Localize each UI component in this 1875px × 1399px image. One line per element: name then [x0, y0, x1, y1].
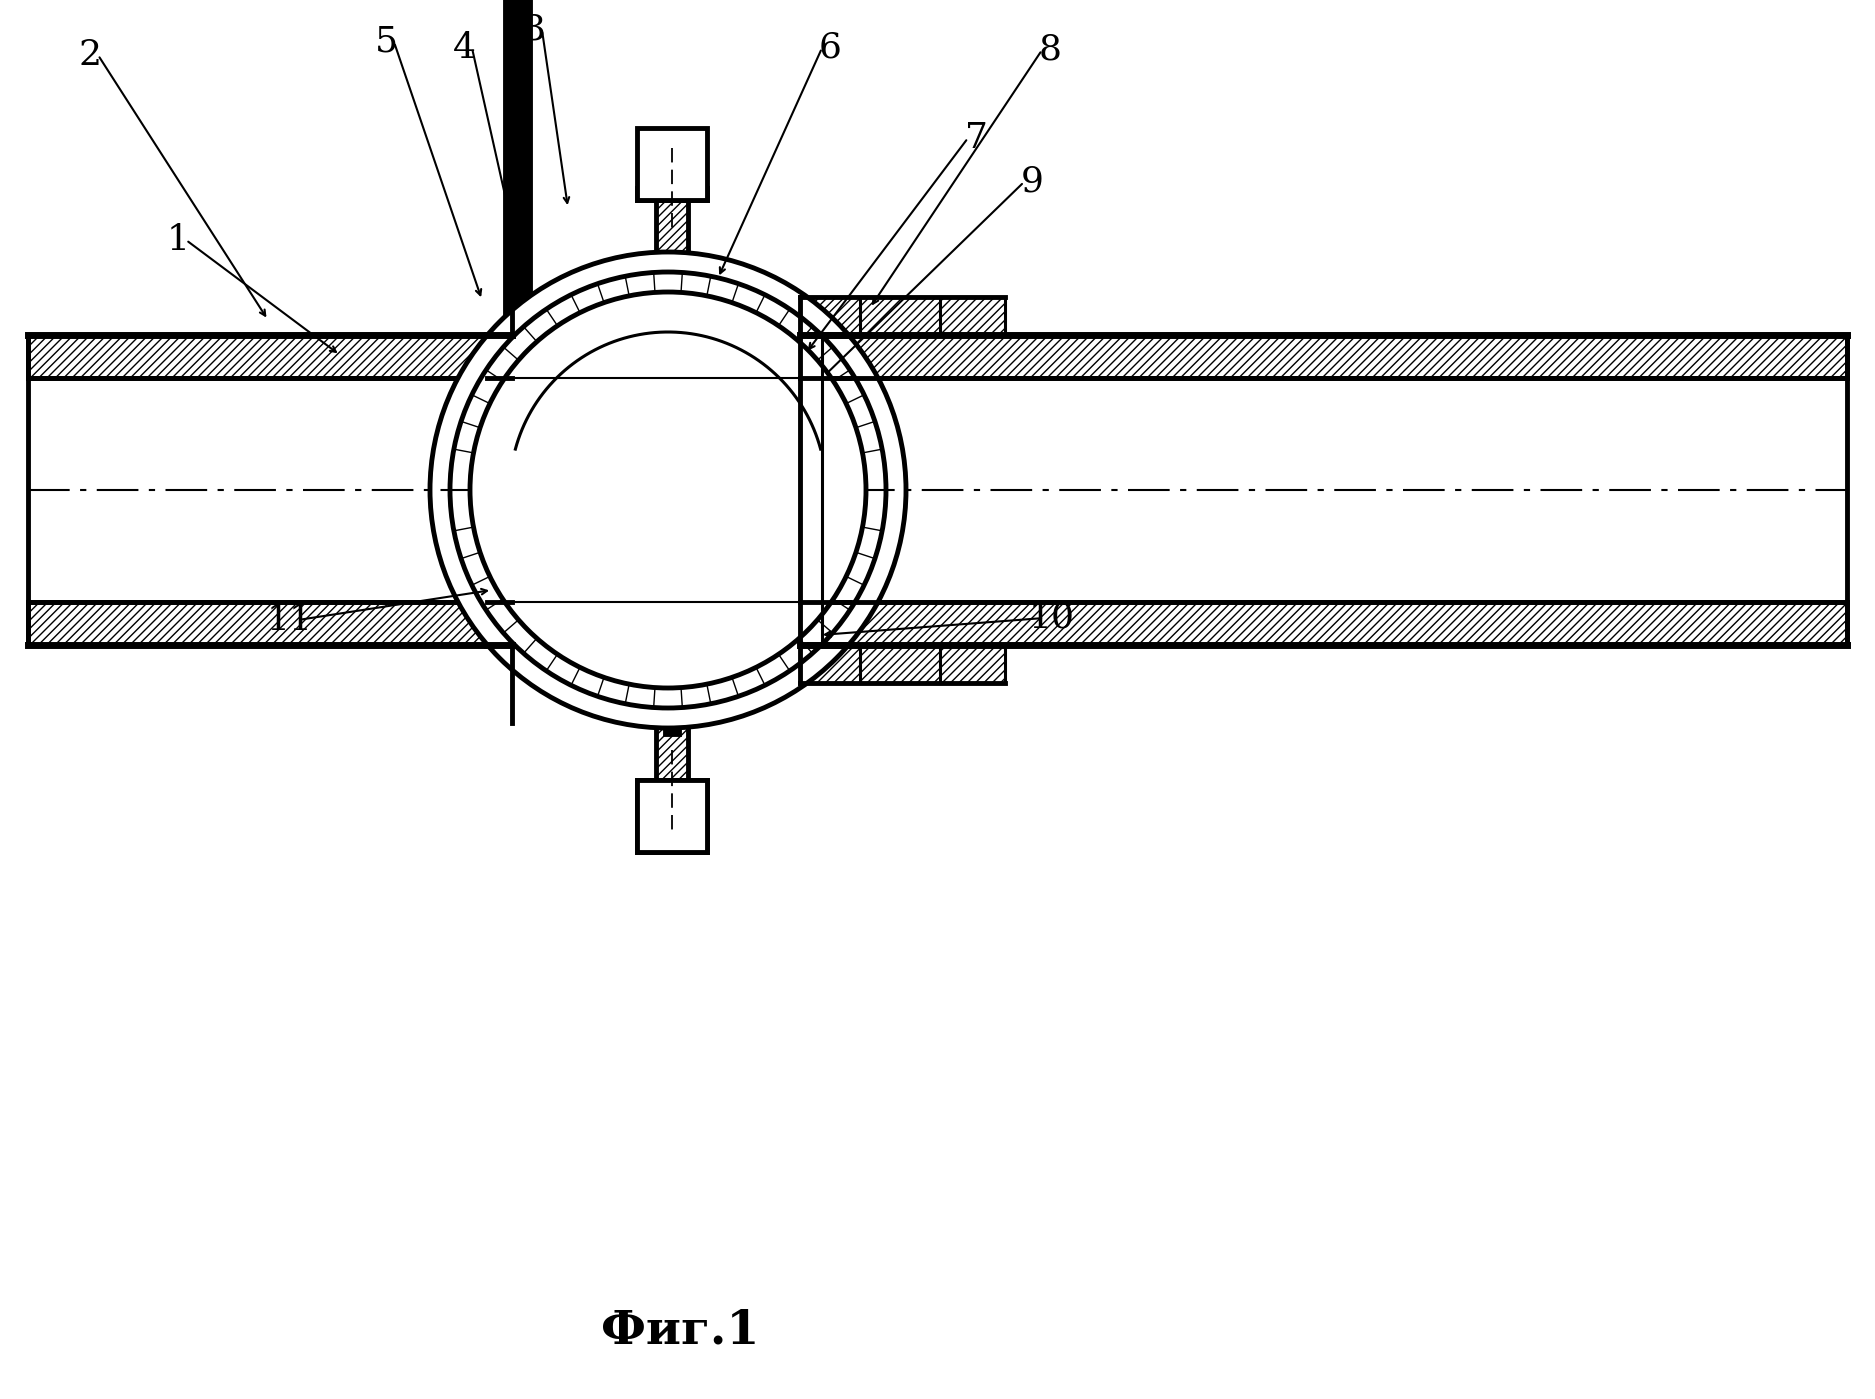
- Bar: [28, 334, 512, 378]
- Bar: [504, 620, 531, 645]
- Text: 4: 4: [452, 31, 476, 64]
- Text: 6: 6: [819, 31, 842, 64]
- Bar: [643, 260, 701, 278]
- Text: 2: 2: [79, 38, 101, 71]
- Bar: [810, 334, 1847, 378]
- Text: 10: 10: [1029, 602, 1074, 635]
- Bar: [504, 0, 531, 362]
- Bar: [666, 720, 679, 734]
- Bar: [643, 702, 701, 720]
- Text: 1: 1: [167, 222, 189, 257]
- Circle shape: [429, 252, 906, 727]
- Bar: [638, 781, 707, 852]
- Bar: [801, 645, 1005, 683]
- Text: 7: 7: [964, 120, 988, 155]
- Circle shape: [471, 292, 866, 688]
- Bar: [666, 260, 679, 274]
- Bar: [504, 334, 531, 360]
- Bar: [656, 200, 688, 260]
- Bar: [638, 187, 707, 200]
- Bar: [28, 602, 512, 645]
- Bar: [638, 127, 707, 200]
- Text: 9: 9: [1020, 165, 1043, 199]
- Text: 3: 3: [523, 13, 546, 48]
- Bar: [638, 781, 707, 852]
- Bar: [810, 602, 1847, 645]
- Text: 8: 8: [1039, 34, 1061, 67]
- Bar: [801, 297, 1005, 334]
- Text: 11: 11: [266, 603, 313, 637]
- Text: Фиг.1: Фиг.1: [600, 1307, 759, 1353]
- Text: 5: 5: [375, 25, 397, 59]
- Bar: [656, 720, 688, 781]
